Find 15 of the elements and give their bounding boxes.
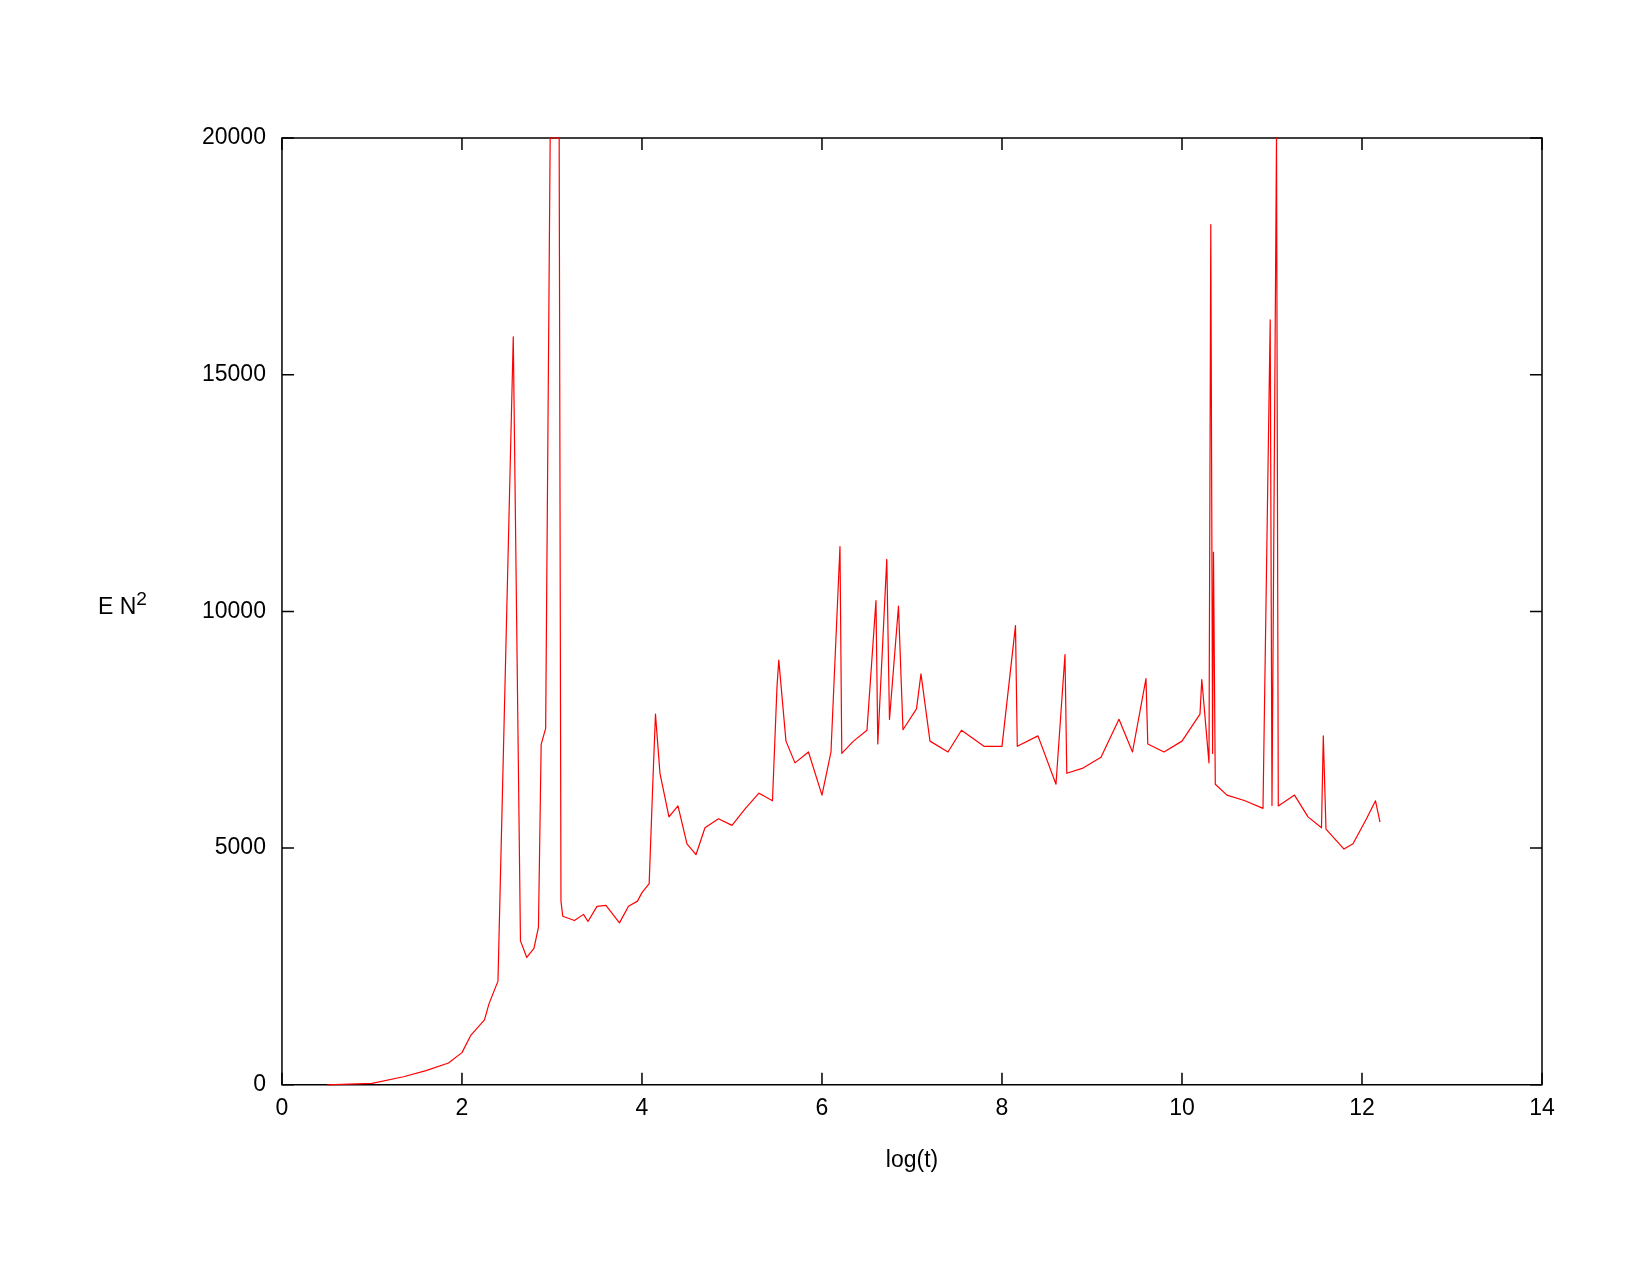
x-axis-title: log(t): [885, 1145, 939, 1172]
y-tick-label: 5000: [214, 833, 266, 860]
y-axis-title: E N$^{2}$: [98, 588, 147, 620]
y-tick-label: 0: [253, 1070, 266, 1097]
y-tick-label: 15000: [201, 360, 266, 387]
x-tick-label: 6: [815, 1093, 829, 1120]
x-tick-label: 0: [275, 1093, 289, 1120]
y-tick-label: 10000: [201, 596, 266, 623]
x-tick-label: 12: [1349, 1093, 1375, 1120]
y-tick-label: 20000: [201, 123, 266, 150]
x-tick-label: 2: [455, 1093, 469, 1120]
x-tick-label: 8: [995, 1093, 1009, 1120]
x-tick-label: 14: [1529, 1093, 1555, 1120]
x-tick-label: 10: [1169, 1093, 1195, 1120]
x-tick-label: 4: [635, 1093, 649, 1120]
